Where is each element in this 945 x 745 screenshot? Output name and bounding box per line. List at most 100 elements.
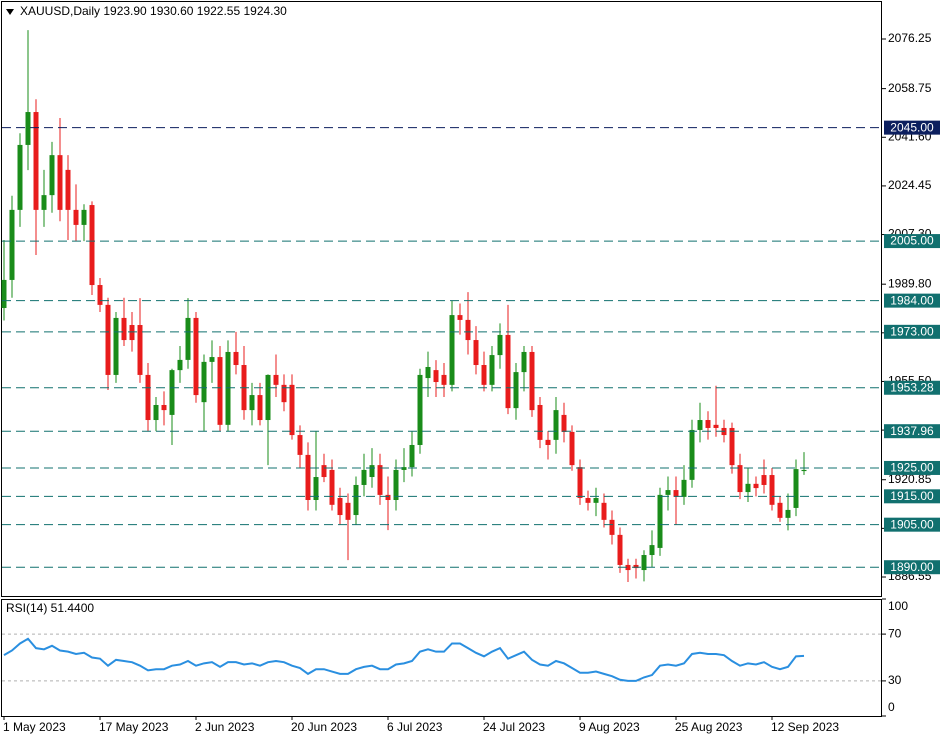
rsi-title: RSI(14) 51.4400 [6,601,94,615]
level-label-box [884,380,940,395]
candle-body [441,374,447,385]
candle-body [633,564,639,569]
candle-body [65,169,71,210]
level-label: 2005.00 [890,234,934,248]
candle-body [161,404,167,411]
candle-body [201,361,207,403]
candle-body [121,317,127,341]
candle-body [793,469,799,508]
candle-body [385,494,391,501]
candle-body [217,357,223,425]
x-tick-label: 17 May 2023 [99,720,169,734]
level-label-box [884,293,940,308]
x-tick-label: 9 Aug 2023 [579,720,640,734]
candle-body [393,469,399,501]
candle-body [289,384,295,436]
candle-body [569,431,575,466]
candle-body [369,465,375,478]
candle-body [545,439,551,445]
candle-body [137,325,143,375]
rsi-panel-frame [1,599,882,717]
level-label: 1953.28 [890,380,934,394]
y-tick-label: 2058.75 [888,81,932,95]
candle-body [649,545,655,556]
candle-body [657,494,663,548]
x-tick-label: 12 Sep 2023 [771,720,839,734]
level-label: 1905.00 [890,517,934,531]
candle-body [713,424,719,428]
candle-body [609,519,615,535]
candle-body [233,351,239,366]
candle-body [617,534,623,565]
candle-body [73,209,79,225]
level-label: 1937.96 [890,424,934,438]
candle-body [185,317,191,360]
candle-body [641,555,647,571]
candle-body [57,155,63,210]
x-tick-label: 20 Jun 2023 [291,720,357,734]
candle-body [145,374,151,421]
candle-body [529,351,535,411]
candle-body [689,429,695,480]
candle-body [561,414,567,432]
candle-body [761,475,767,485]
y-tick-label: 2076.25 [888,31,932,45]
y-tick-label: 100 [888,599,908,613]
level-label-box [884,489,940,504]
x-tick-label: 24 Jul 2023 [483,720,545,734]
y-tick-label: 1920.85 [888,472,932,486]
candle-body [801,469,807,472]
level-label-box [884,324,940,339]
candle-body [497,334,503,356]
y-tick-label: 70 [888,626,902,640]
symbol-menu-arrow[interactable] [6,9,14,15]
chart-title: XAUUSD,Daily 1923.90 1930.60 1922.55 192… [20,4,287,18]
candle-body [9,209,15,280]
y-tick-label: 30 [888,673,902,687]
candle-body [281,384,287,403]
level-label-box [884,424,940,439]
candle-body [481,365,487,385]
candle-body [177,359,183,371]
candle-body [345,502,351,520]
candle-body [593,498,599,503]
candle-body [601,502,607,520]
candle-body [105,304,111,375]
candle-body [577,467,583,499]
candle-body [673,490,679,497]
candle-body [273,374,279,385]
candle-body [313,477,319,501]
candle-body [265,374,271,421]
candle-body [417,374,423,445]
level-label: 1915.00 [890,489,934,503]
candle-body [169,370,175,415]
y-tick-label: 2024.45 [888,178,932,192]
candle-body [465,319,471,341]
candle-body [329,469,335,505]
candle-body [401,467,407,470]
candle-body [585,498,591,503]
candle-body [209,357,215,362]
candle-body [193,317,199,396]
candle-body [257,395,263,421]
level-label: 1973.00 [890,324,934,338]
level-label-box [884,517,940,532]
candle-body [425,366,431,379]
level-label-box [884,120,940,135]
candle-body [457,315,463,320]
level-label: 1925.00 [890,461,934,475]
level-label: 1984.00 [890,293,934,307]
candle-body [513,372,519,409]
level-label: 2045.00 [890,120,934,134]
candle-body [25,112,31,145]
candle-body [745,483,751,493]
x-tick-label: 1 May 2023 [3,720,66,734]
candle-body [17,144,23,210]
candle-body [129,325,135,341]
candle-body [337,498,343,516]
level-label: 1890.00 [890,560,934,574]
candle-body [785,509,791,518]
candle-body [113,317,119,375]
